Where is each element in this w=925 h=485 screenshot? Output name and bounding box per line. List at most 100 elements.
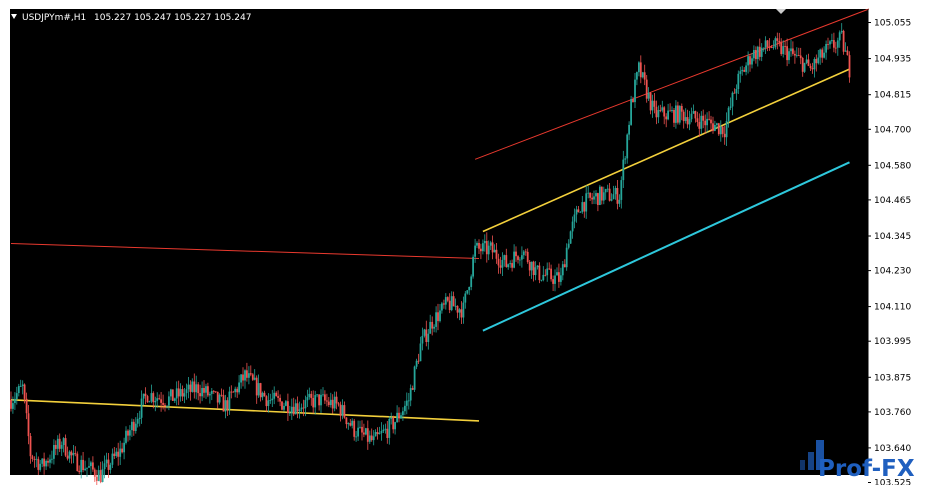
bear-candle	[361, 426, 363, 433]
bear-candle	[29, 436, 32, 457]
bull-candle	[630, 99, 632, 125]
bull-candle	[753, 50, 755, 59]
channel-top-line[interactable]	[474, 8, 870, 160]
bear-candle	[801, 58, 804, 72]
bear-candle	[232, 391, 235, 393]
bear-candle	[411, 388, 414, 390]
bull-candle	[413, 366, 416, 390]
y-tick-label: 104.580	[874, 161, 911, 171]
bear-candle	[758, 46, 761, 57]
bull-candle	[838, 32, 841, 41]
bull-candle	[421, 335, 424, 344]
bull-candle	[201, 388, 203, 397]
bull-candle	[382, 429, 385, 431]
bear-candle	[216, 391, 219, 403]
y-tick-label: 103.640	[874, 444, 911, 454]
bull-candle	[273, 392, 276, 399]
bull-candle	[741, 69, 744, 72]
bear-candle	[310, 393, 313, 399]
bear-candle	[263, 392, 266, 397]
bull-candle	[140, 398, 143, 418]
bull-candle	[119, 448, 122, 457]
bull-candle	[333, 396, 336, 409]
bull-candle	[774, 38, 777, 48]
bear-candle	[78, 470, 81, 473]
collapse-triangle-icon[interactable]	[11, 14, 17, 19]
bull-candle	[569, 231, 572, 244]
bull-candle	[519, 259, 521, 261]
channel-bottom-line[interactable]	[482, 161, 850, 332]
y-tick-label: 104.815	[874, 91, 911, 101]
flat-high-line[interactable]	[10, 243, 480, 259]
bear-candle	[682, 111, 685, 122]
bear-candle	[386, 428, 389, 438]
bull-candle	[142, 393, 145, 399]
bear-candle	[146, 396, 149, 403]
bear-candle	[799, 55, 802, 59]
bull-candle	[248, 373, 250, 378]
bear-candle	[558, 272, 560, 282]
bull-candle	[415, 360, 418, 367]
bear-candle	[212, 391, 215, 392]
bull-candle	[405, 400, 408, 406]
bear-candle	[528, 262, 531, 271]
bull-candle	[483, 241, 486, 244]
bull-candle	[320, 394, 322, 406]
y-tick-label: 103.760	[874, 408, 911, 418]
bull-candle	[300, 407, 303, 410]
bear-candle	[10, 399, 12, 409]
bull-candle	[269, 400, 272, 401]
bear-candle	[31, 456, 34, 459]
bull-candle	[357, 427, 359, 437]
bull-candle	[175, 388, 178, 399]
bull-candle	[267, 400, 270, 406]
bear-candle	[717, 123, 720, 135]
bull-candle	[205, 386, 207, 393]
bear-candle	[485, 241, 488, 255]
bear-candle	[770, 47, 773, 48]
channel-mid-line[interactable]	[482, 68, 850, 233]
bear-candle	[807, 59, 810, 66]
bear-candle	[281, 401, 283, 410]
bull-candle	[429, 321, 432, 334]
bull-candle	[316, 394, 318, 396]
bear-candle	[538, 265, 541, 281]
bear-candle	[222, 395, 225, 412]
bear-candle	[491, 242, 494, 253]
bear-candle	[255, 377, 258, 396]
bear-candle	[460, 309, 463, 318]
bull-candle	[150, 393, 153, 402]
bull-candle	[12, 403, 14, 409]
bull-candle	[400, 415, 402, 419]
chart-header: USDJPYm#,H1 105.227 105.247 105.227 105.…	[11, 13, 251, 23]
bull-candle	[813, 59, 816, 70]
bull-candle	[641, 72, 644, 78]
bear-candle	[827, 44, 829, 45]
bear-candle	[743, 69, 746, 72]
bear-candle	[515, 251, 517, 257]
bull-candle	[575, 209, 578, 215]
bull-candle	[731, 92, 734, 107]
bull-candle	[501, 259, 504, 268]
candlestick-series	[10, 23, 851, 485]
bear-candle	[425, 329, 428, 342]
bull-candle	[261, 392, 264, 398]
bear-candle	[478, 243, 480, 249]
bull-candle	[638, 62, 640, 73]
bear-candle	[93, 469, 96, 477]
bull-candle	[458, 309, 461, 313]
bull-candle	[700, 115, 703, 129]
bull-candle	[476, 243, 478, 246]
bull-candle	[823, 52, 825, 58]
bear-candle	[302, 407, 305, 409]
bull-candle	[419, 343, 422, 362]
chart-shift-marker-icon[interactable]	[776, 9, 786, 14]
bull-candle	[604, 189, 607, 193]
bull-candle	[725, 121, 728, 138]
bear-candle	[456, 305, 459, 313]
bull-candle	[507, 264, 510, 268]
bear-candle	[550, 268, 552, 280]
bull-candle	[618, 199, 621, 204]
